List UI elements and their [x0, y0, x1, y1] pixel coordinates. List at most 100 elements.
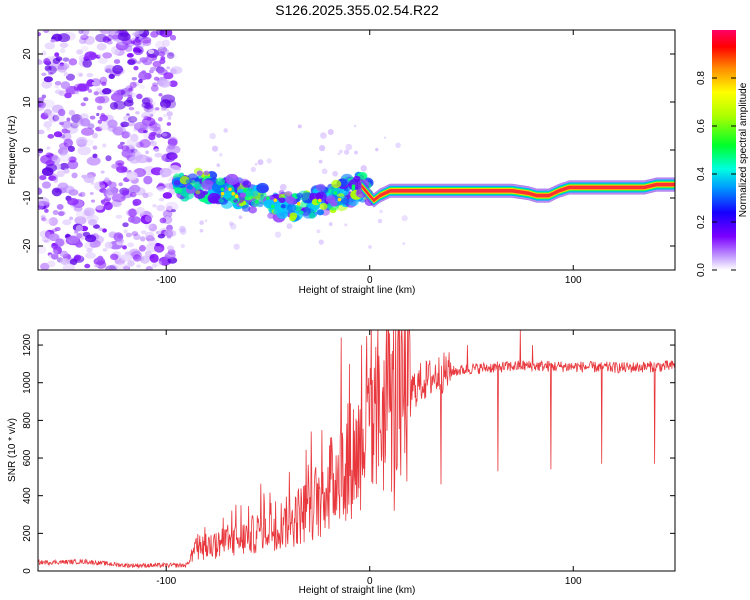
- noise-blob: [41, 217, 47, 222]
- noise-blob: [137, 256, 145, 262]
- noise-blob: [138, 245, 146, 252]
- noise-blob: [41, 72, 47, 77]
- noise-blob: [166, 52, 175, 59]
- noise-blob: [66, 235, 80, 244]
- noise-blob: [96, 43, 107, 51]
- noise-blob: [113, 90, 124, 97]
- noise-blob: [144, 223, 153, 230]
- noise-blob: [168, 153, 178, 160]
- noise-blob: [166, 66, 171, 70]
- ridge-blob: [280, 204, 286, 209]
- noise-blob: [51, 249, 59, 255]
- ridge-blob: [267, 212, 275, 219]
- ridge-blob: [250, 189, 259, 197]
- noise-blob: [39, 175, 47, 181]
- noise-blob: [161, 132, 168, 137]
- noise-blob: [46, 30, 59, 35]
- ridge-blob: [319, 203, 328, 210]
- noise-blob: [48, 233, 60, 242]
- noise-blob: [97, 53, 102, 58]
- noise-blob: [92, 145, 98, 150]
- noise-blob: [102, 36, 110, 43]
- noise-blob: [78, 73, 83, 77]
- noise-blob: [133, 121, 148, 132]
- noise-blob: [86, 156, 101, 166]
- ridge-hotspot: [228, 187, 232, 192]
- noise-blob: [102, 52, 113, 59]
- noise-blob: [38, 245, 47, 254]
- noise-blob: [319, 145, 326, 152]
- ridge-blob: [289, 212, 298, 220]
- noise-blob: [52, 209, 59, 216]
- noise-blob: [360, 165, 367, 172]
- ridge-hotspot: [266, 196, 270, 200]
- spectrogram-xlabel: Height of straight line (km): [299, 285, 416, 296]
- noise-blob: [86, 248, 93, 253]
- ridge-blob: [173, 180, 181, 186]
- ridge-blob: [241, 204, 251, 212]
- noise-blob: [93, 264, 99, 268]
- noise-blob: [148, 223, 158, 232]
- noise-blob: [157, 233, 165, 239]
- noise-blob: [132, 254, 142, 262]
- noise-blob: [95, 205, 104, 211]
- noise-blob: [52, 57, 61, 64]
- noise-blob: [44, 208, 49, 213]
- noise-blob: [83, 35, 95, 45]
- noise-blob: [38, 148, 44, 154]
- noise-blob: [144, 231, 155, 239]
- colorbar-tick-label: 0.0: [696, 263, 707, 277]
- noise-blob: [157, 185, 165, 192]
- noise-blob: [82, 59, 92, 68]
- noise-blob: [100, 199, 106, 204]
- ridge-hotspot: [220, 191, 225, 196]
- noise-blob: [93, 91, 99, 96]
- noise-blob: [105, 265, 117, 270]
- snr-ytick-label: 1200: [22, 334, 33, 357]
- ridge-hotspot: [318, 198, 322, 203]
- ridge-hotspot: [337, 197, 342, 202]
- noise-blob: [139, 84, 146, 89]
- noise-blob: [58, 146, 69, 156]
- noise-blob: [81, 45, 89, 52]
- noise-blob: [158, 51, 166, 57]
- noise-blob: [43, 108, 52, 116]
- noise-blob: [165, 201, 179, 211]
- noise-blob: [101, 88, 112, 95]
- noise-blob: [86, 72, 94, 78]
- noise-blob: [83, 174, 95, 184]
- noise-blob: [125, 232, 132, 238]
- noise-blob: [113, 232, 124, 242]
- noise-blob: [127, 59, 136, 66]
- noise-blob: [132, 149, 141, 158]
- noise-blob: [135, 207, 145, 215]
- noise-blob: [45, 152, 53, 158]
- noise-blob: [353, 124, 357, 128]
- ridge-hotspot: [254, 199, 259, 204]
- noise-blob: [39, 230, 51, 239]
- noise-blob: [92, 153, 98, 159]
- spectrogram-ytick-label: 0: [22, 147, 33, 153]
- noise-blob: [125, 85, 134, 93]
- noise-blob: [43, 239, 49, 243]
- noise-blob: [57, 211, 65, 217]
- noise-blob: [52, 114, 60, 122]
- ridge-blob: [308, 212, 316, 219]
- ridge-blob: [256, 182, 269, 194]
- noise-blob: [54, 189, 60, 193]
- noise-blob: [142, 192, 149, 199]
- spectrogram-ytick-label: -10: [22, 190, 33, 205]
- noise-blob: [109, 101, 118, 110]
- noise-blob: [377, 218, 383, 224]
- noise-blob: [99, 188, 107, 194]
- ridge-blob: [215, 177, 226, 186]
- noise-blob: [402, 242, 406, 245]
- noise-blob: [59, 250, 69, 258]
- noise-blob: [148, 134, 156, 141]
- noise-blob: [140, 230, 147, 235]
- noise-blob: [233, 243, 240, 250]
- noise-blob: [38, 59, 43, 65]
- ridge-blob: [178, 172, 185, 177]
- noise-blob: [118, 182, 123, 187]
